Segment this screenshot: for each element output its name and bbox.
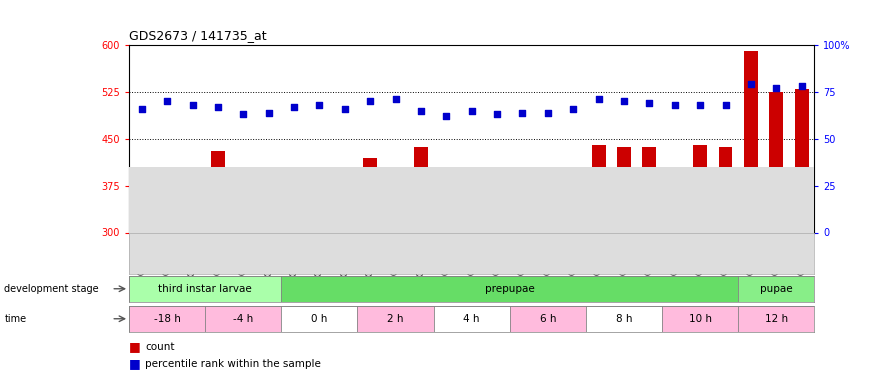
Point <box>795 83 809 89</box>
Point <box>515 110 530 116</box>
Bar <box>134 192 149 232</box>
Text: third instar larvae: third instar larvae <box>158 284 252 294</box>
Bar <box>668 181 682 232</box>
Bar <box>617 147 631 232</box>
Bar <box>287 179 301 232</box>
Bar <box>693 145 708 232</box>
Bar <box>262 189 276 232</box>
Text: 0 h: 0 h <box>312 314 328 324</box>
Text: 10 h: 10 h <box>689 314 712 324</box>
Bar <box>363 158 377 232</box>
Bar <box>206 306 281 332</box>
Bar <box>510 306 586 332</box>
Bar <box>566 179 580 232</box>
Bar <box>643 147 656 232</box>
Bar <box>129 306 206 332</box>
Bar <box>440 183 453 232</box>
Bar <box>738 306 814 332</box>
Bar <box>312 173 327 232</box>
Bar <box>795 89 809 232</box>
Bar <box>586 306 662 332</box>
Point <box>744 81 758 87</box>
Point <box>312 102 327 108</box>
Point <box>668 102 682 108</box>
Bar <box>433 306 510 332</box>
Text: 6 h: 6 h <box>539 314 556 324</box>
Bar <box>236 167 250 232</box>
Bar <box>541 204 554 232</box>
Text: prepupae: prepupae <box>485 284 535 294</box>
Bar <box>185 189 199 232</box>
Point <box>693 102 708 108</box>
Bar <box>211 151 225 232</box>
Bar <box>129 276 281 302</box>
Text: -18 h: -18 h <box>154 314 181 324</box>
Text: GDS2673 / 141735_at: GDS2673 / 141735_at <box>129 30 267 42</box>
Text: ■: ■ <box>129 340 141 353</box>
Text: 2 h: 2 h <box>387 314 404 324</box>
Point <box>388 96 402 102</box>
Bar <box>281 276 738 302</box>
Text: -4 h: -4 h <box>233 314 254 324</box>
Point <box>236 111 250 117</box>
Bar <box>769 92 783 232</box>
Point <box>643 100 657 106</box>
Text: development stage: development stage <box>4 284 99 294</box>
Point <box>490 111 505 117</box>
Bar <box>358 306 433 332</box>
Text: count: count <box>145 342 174 352</box>
Point <box>769 85 783 91</box>
Point <box>337 106 352 112</box>
Point <box>185 102 199 108</box>
Point <box>592 96 606 102</box>
Bar <box>744 51 758 232</box>
Point <box>465 108 479 114</box>
Point <box>439 113 453 119</box>
Bar <box>738 276 814 302</box>
Text: 12 h: 12 h <box>765 314 788 324</box>
Bar <box>160 173 174 232</box>
Point <box>160 98 174 104</box>
Point <box>718 102 732 108</box>
Text: time: time <box>4 314 27 324</box>
Point <box>414 108 428 114</box>
Point <box>617 98 631 104</box>
Point <box>287 104 301 110</box>
Point <box>262 110 276 116</box>
Bar <box>515 188 530 232</box>
Bar <box>490 186 504 232</box>
Text: 4 h: 4 h <box>464 314 480 324</box>
Text: 8 h: 8 h <box>616 314 632 324</box>
Bar <box>718 147 732 232</box>
Bar <box>414 147 428 232</box>
Text: percentile rank within the sample: percentile rank within the sample <box>145 359 321 369</box>
Bar <box>465 176 479 232</box>
Point <box>541 110 555 116</box>
Bar <box>592 145 605 232</box>
Point <box>211 104 225 110</box>
Bar <box>281 306 358 332</box>
Text: pupae: pupae <box>760 284 793 294</box>
Point <box>363 98 377 104</box>
Text: ■: ■ <box>129 357 141 370</box>
Point <box>566 106 580 112</box>
Bar <box>389 176 402 232</box>
Bar <box>662 306 738 332</box>
Bar <box>338 176 352 232</box>
Point <box>134 106 149 112</box>
